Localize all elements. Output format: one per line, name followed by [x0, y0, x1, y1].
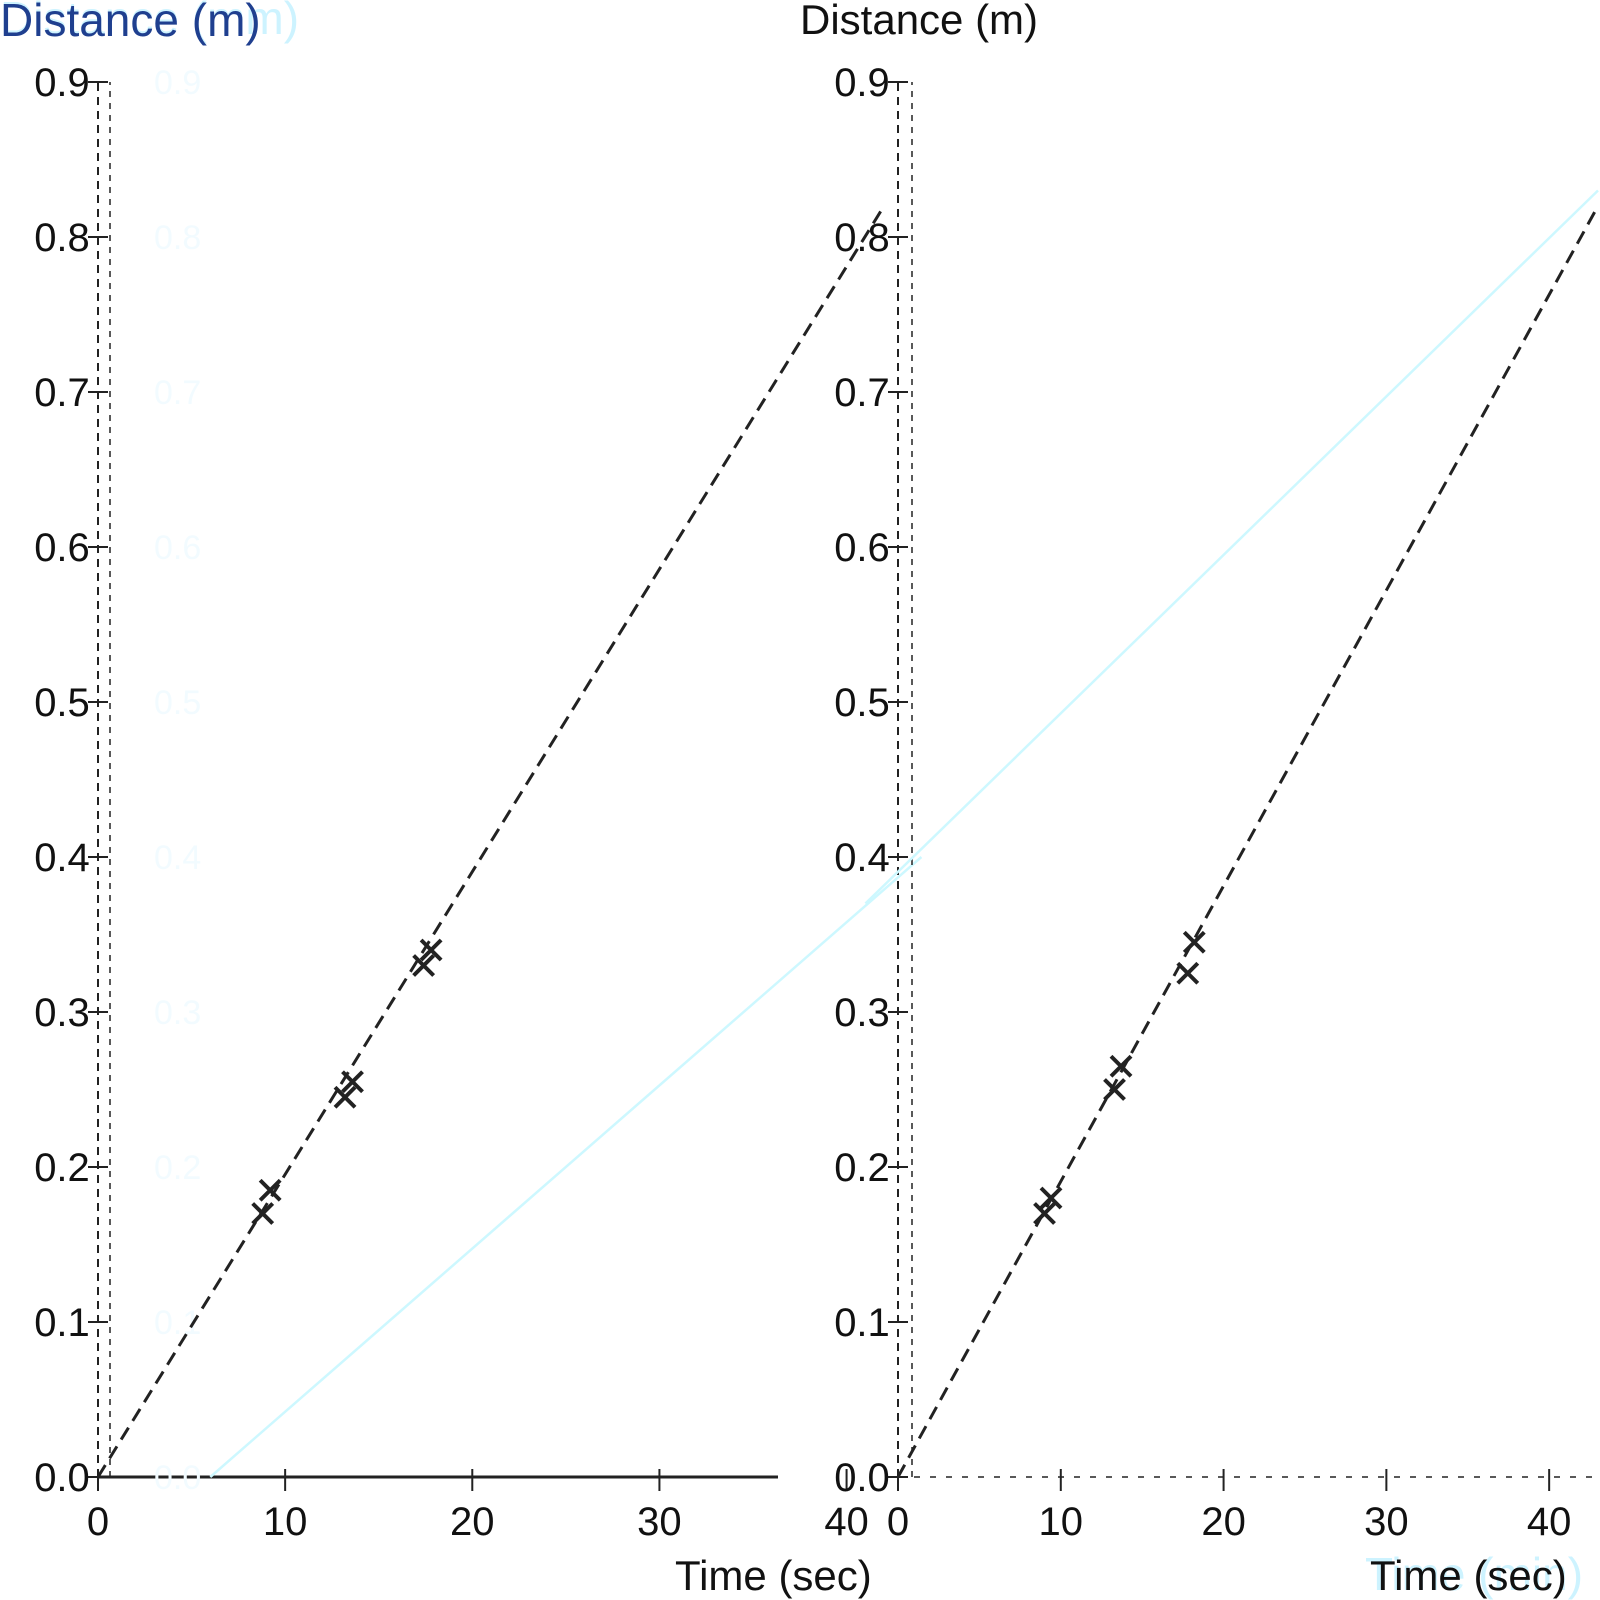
left-y-tick-label-secondary: 0.3: [154, 994, 201, 1032]
right-data-point-marker: [1039, 1186, 1063, 1210]
left-y-tick-label-secondary: 0.9: [154, 64, 201, 102]
right-data-point-marker: [1109, 1054, 1133, 1078]
left-y-tick-label: 0.7: [34, 371, 90, 415]
right-x-tick-label: 0: [887, 1500, 909, 1544]
left-x-tick-label: 10: [263, 1500, 308, 1544]
right-ticks: 0.0 0.1 0.2 0.3 0.4 0.5 0.6 0.7 0.8 0.9 0 10 20 30 40: [834, 61, 1571, 1544]
left-data-point-marker: [341, 1070, 364, 1094]
right-data-point-marker: [1103, 1078, 1126, 1101]
left-y-axis-title-secondary: Distance (mm): [0, 0, 299, 44]
right-x-tick-label: 40: [1527, 1500, 1572, 1544]
right-y-tick-label: 0.2: [834, 1146, 890, 1190]
right-y-tick-label: 0.4: [834, 836, 890, 880]
left-y-tick-label: 0.1: [34, 1301, 90, 1345]
left-x-tick-label: 40: [824, 1500, 869, 1544]
left-y-tick-label-secondary: 0.7: [154, 374, 201, 412]
right-x-axis-title-secondary: Time (min): [1365, 1548, 1583, 1600]
left-series-solid-line: [209, 856, 923, 1478]
left-x-tick-label: 20: [450, 1500, 495, 1544]
left-x-axis-title: Time (sec): [675, 1552, 872, 1599]
left-y-tick-label: 0.5: [34, 681, 90, 725]
left-data-point-marker: [251, 1202, 275, 1225]
left-y-tick-label: 0.3: [34, 991, 90, 1035]
right-data-point-marker: [1182, 930, 1206, 954]
left-y-tick-label: 0.8: [34, 216, 90, 260]
right-axes: [897, 82, 1598, 1478]
left-series-dashed-line: [96, 205, 886, 1478]
right-y-axis-title: Distance (m): [800, 0, 1038, 43]
right-y-tick-label: 0.7: [834, 371, 890, 415]
left-data-point-marker: [412, 954, 436, 977]
left-y-tick-label: 0.0: [34, 1456, 90, 1500]
right-x-axis-title: Time (sec): [1370, 1552, 1567, 1599]
left-data-point-marker: [419, 938, 443, 962]
left-data-point-marker: [258, 1178, 282, 1202]
left-y-tick-label: 0.4: [34, 836, 90, 880]
left-data-point-marker: [333, 1085, 357, 1109]
left-y-tick-label-secondary: 0.8: [154, 219, 201, 257]
right-y-tick-label: 0.6: [834, 526, 890, 570]
left-y-tick-label: 0.2: [34, 1146, 90, 1190]
right-x-tick-label: 10: [1039, 1500, 1084, 1544]
right-panel: 0.00.10.20.30.40.50.60.70.80.90 10 20 30 40 …: [800, 0, 1600, 1600]
right-data-point-marker: [1176, 961, 1200, 985]
right-y-tick-label: 0.1: [834, 1301, 890, 1345]
right-y-tick-label: 0.8: [834, 216, 890, 260]
right-y-tick-label: 0.9: [834, 61, 890, 105]
left-y-axis-title: Distance (m): [0, 0, 261, 46]
left-x-tick-label: 30: [637, 1500, 682, 1544]
left-panel: 0.0 0.0 0.1 0.1 0.2 0.2 0.3 0.3 0.4 0.4 0.5 0.5 0.6 0…: [0, 0, 923, 1599]
left-series: [96, 205, 923, 1478]
left-y-tick-label-secondary: 0.0: [154, 1459, 201, 1497]
left-y-tick-label: 0.6: [34, 526, 90, 570]
left-y-tick-label: 0.9: [34, 61, 90, 105]
left-y-tick-label-secondary: 0.4: [154, 839, 201, 877]
left-y-tick-label-secondary: 0.5: [154, 684, 201, 722]
right-series-solid-line: [864, 189, 1599, 905]
right-series: [864, 189, 1600, 1478]
left-y-tick-label-secondary: 0.6: [154, 529, 201, 567]
left-x-tick-label: 0: [87, 1500, 109, 1544]
right-x-tick-label: 30: [1364, 1500, 1409, 1544]
left-y-tick-label-secondary: 0.2: [154, 1149, 201, 1187]
right-data-point-marker: [1033, 1202, 1056, 1225]
left-ticks: 0.0 0.00.1 0.10.2 0.20.3 0.30.4 0.40.5 0.50.6 0…: [34, 61, 869, 1544]
right-y-tick-label: 0.3: [834, 991, 890, 1035]
right-x-tick-label: 20: [1201, 1500, 1246, 1544]
right-y-tick-label: 0.0: [834, 1456, 890, 1500]
right-y-tick-label: 0.5: [834, 681, 890, 725]
